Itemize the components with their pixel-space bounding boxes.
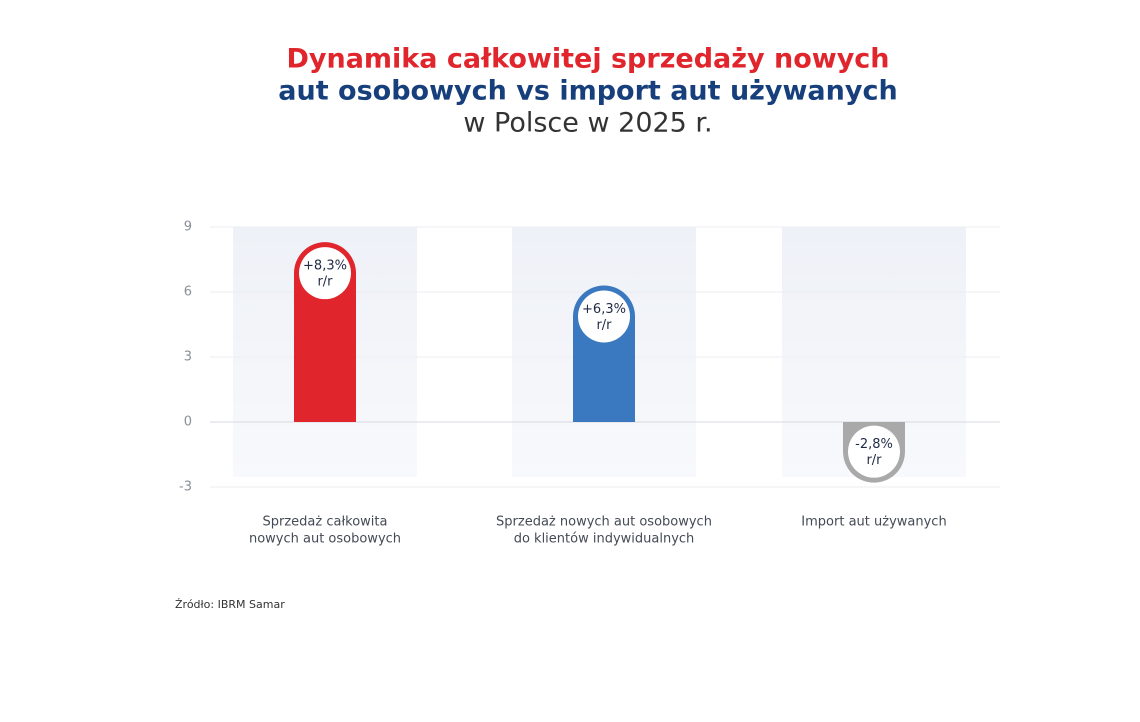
source: Źródło: IBRM Samar [175, 598, 285, 611]
x-tick-label: do klientów indywidualnych [514, 532, 695, 547]
value-unit: r/r [596, 318, 612, 333]
y-tick-label: -3 [179, 480, 192, 495]
value-unit: r/r [317, 275, 333, 290]
x-tick-label: nowych aut osobowych [249, 532, 401, 547]
y-tick-label: 0 [184, 415, 192, 430]
value-label: +8,3% [303, 259, 347, 274]
chart-title: Dynamika całkowitej sprzedaży nowych [286, 44, 889, 75]
value-label: +6,3% [582, 302, 626, 317]
y-tick-label: 9 [184, 220, 192, 235]
x-tick-label: Sprzedaż nowych aut osobowych [496, 515, 712, 530]
value-badge [848, 425, 900, 478]
x-tick-label: Sprzedaż całkowita [263, 515, 388, 530]
y-tick-label: 3 [184, 350, 192, 365]
x-tick-label: Import aut używanych [801, 515, 946, 530]
chart-title: aut osobowych vs import aut używanych [278, 76, 897, 107]
value-unit: r/r [866, 453, 882, 468]
value-badge [578, 290, 630, 343]
value-label: -2,8% [855, 437, 893, 452]
y-tick-label: 6 [184, 285, 192, 300]
value-badge [299, 247, 351, 300]
chart-subtitle: w Polsce w 2025 r. [463, 108, 712, 139]
